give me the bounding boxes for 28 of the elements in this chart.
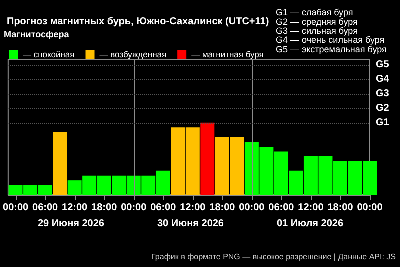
legend-title: Магнитосфера bbox=[4, 30, 70, 40]
ref-line-label: G5 bbox=[376, 60, 390, 71]
text: График в формате PNG — высокое разрешение | Данные API: JS bbox=[152, 252, 396, 262]
x-tick-label: 18:00 bbox=[92, 202, 118, 214]
x-tick-label: 00:00 bbox=[121, 202, 148, 214]
x-tick-label: 00:00 bbox=[3, 202, 30, 214]
text: 29 Июня 2026 bbox=[38, 218, 105, 230]
ref-line-label: G4 bbox=[376, 74, 390, 86]
x-tick-label: 18:00 bbox=[328, 202, 354, 214]
legend-label: — спокойная bbox=[23, 50, 76, 60]
x-tick-label: 12:00 bbox=[180, 202, 206, 214]
x-tick-label: 00:00 bbox=[239, 202, 266, 214]
x-tick-label: 00:00 bbox=[357, 202, 384, 214]
legend-label: — магнитная буря bbox=[192, 50, 264, 60]
text: G1 — слабая буря G2 — средняя буря G3 — сильная буря G4 — очень сильная буря G5 — экстремальная буря bbox=[276, 8, 388, 54]
x-tick-label: 06:00 bbox=[150, 202, 177, 214]
x-tick-label: 12:00 bbox=[298, 202, 324, 214]
x-tick-label: 06:00 bbox=[32, 202, 59, 214]
text: 30 Июня 2026 bbox=[157, 218, 224, 230]
ref-line-label: G3 bbox=[376, 88, 390, 100]
ref-line-label: G1 bbox=[376, 117, 390, 128]
legend-label: — возбужденная bbox=[100, 50, 167, 60]
ref-line-label: G2 bbox=[376, 102, 390, 114]
text: 01 Июля 2026 bbox=[276, 218, 344, 230]
x-tick-label: 12:00 bbox=[62, 202, 88, 214]
x-tick-label: 18:00 bbox=[210, 202, 236, 214]
chart-title: Прогноз магнитных бурь, Южно-Сахалинск (UTC+11) bbox=[7, 16, 270, 28]
x-tick-label: 06:00 bbox=[268, 202, 295, 214]
